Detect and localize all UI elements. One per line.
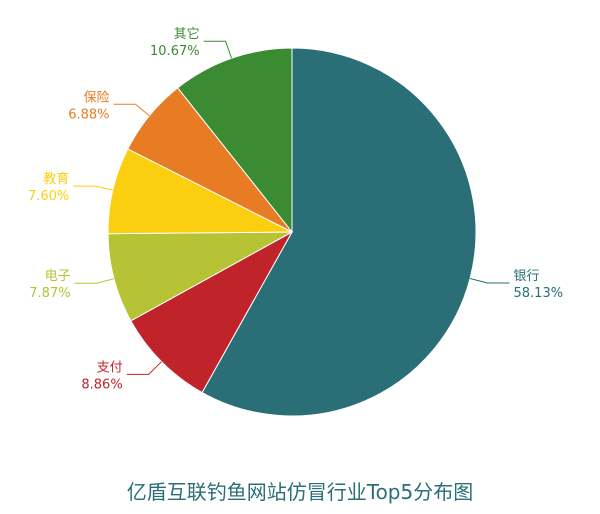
- slice-label-0: 银行: [514, 269, 540, 284]
- pie-slice-2: [107, 231, 293, 322]
- slice-label-5: 其它: [174, 26, 200, 42]
- pie-chart: 银行 58.13% 支付 8.86% 电子 7.87% 教育 7.60% 保险 6.88% 其它 10…: [28, 26, 564, 417]
- pie-slice-5: [176, 47, 293, 234]
- leader-line-0: [469, 278, 510, 284]
- leader-line-3: [73, 185, 113, 191]
- slice-label-1: 支付: [97, 360, 123, 375]
- slice-label-4: 保险: [83, 90, 109, 105]
- leader-line-2: [74, 278, 115, 284]
- chart-title: 亿盾互联钓鱼网站仿冒行业Top5分布图: [126, 480, 474, 504]
- slice-value-label-5: 10.67%: [150, 44, 200, 59]
- slice-value-label-1: 8.86%: [81, 377, 122, 392]
- slice-value-label-0: 58.13%: [514, 286, 564, 301]
- slice-value-label-4: 6.88%: [68, 107, 109, 122]
- leader-line-5: [203, 40, 232, 59]
- slice-label-2: 电子: [45, 269, 71, 284]
- leader-line-4: [113, 103, 150, 117]
- slice-value-label-2: 7.87%: [29, 286, 70, 301]
- slice-value-label-3: 7.60%: [28, 189, 69, 204]
- leader-line-1: [126, 361, 162, 375]
- slice-label-3: 教育: [43, 171, 69, 187]
